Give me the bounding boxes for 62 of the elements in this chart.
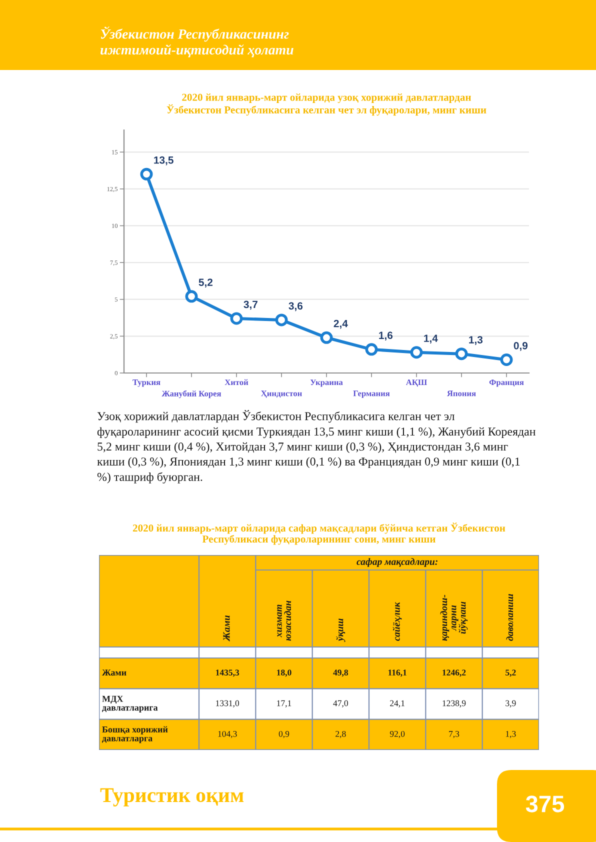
text: 92,0 xyxy=(390,730,405,738)
text: 1435,3 xyxy=(216,670,240,677)
data-label: 1,3 xyxy=(469,336,483,345)
text: 17,1 xyxy=(277,700,292,708)
chart-title: 2020 йил январь-март ойларида узоқ хорижий давлатлардан Ўзбекистон Республикасига келган чет эл фуқаролари, минг киши xyxy=(166,93,486,116)
x-tick-label: Ҳиндистон xyxy=(261,390,302,398)
text: 18,0 xyxy=(277,670,292,677)
x-tick-label: Франция xyxy=(489,380,524,387)
point xyxy=(455,348,468,360)
category-label: даволаниш xyxy=(506,594,514,641)
data-label: 3,6 xyxy=(288,302,303,312)
data-label: 3,7 xyxy=(244,300,258,310)
point xyxy=(320,331,333,344)
data-label: 5,2 xyxy=(198,278,213,288)
data-label: 0,9 xyxy=(514,342,528,351)
x-tick-label: Германия xyxy=(353,390,390,398)
category-label: МДХ давлатларига xyxy=(102,696,158,712)
text: Ўзбекистон Республикасининг xyxy=(100,26,289,42)
text: 104,3 xyxy=(218,730,237,738)
category-label: Бошқа хорижий давлатларга xyxy=(102,726,168,744)
text: 3,9 xyxy=(506,700,516,708)
x-tick-label: АҚШ xyxy=(406,380,427,387)
point xyxy=(275,314,288,326)
text: 1,3 xyxy=(506,730,516,738)
text: 7,3 xyxy=(449,730,460,738)
point xyxy=(185,290,198,303)
x-tick-label: Япония xyxy=(446,390,476,396)
point xyxy=(410,346,423,359)
text: 2,8 xyxy=(336,730,346,738)
text: 375 xyxy=(526,796,564,812)
text: 24,1 xyxy=(390,700,404,708)
text: Туристик оқим xyxy=(100,788,244,806)
text: сафар мақсадлари: xyxy=(356,558,438,567)
text: 2020 йил январь-март ойларида сафар мақсадлари бўйича кетган Ўзбекистон Республикаси фуқароларининг сони, минг киши xyxy=(132,522,506,545)
text: 116,1 xyxy=(388,670,406,677)
text: 47,0 xyxy=(333,700,348,708)
text: 49,8 xyxy=(333,670,348,677)
x-tick-label: Жанубий Корея xyxy=(162,390,222,398)
text: 1246,2 xyxy=(442,670,466,677)
data-label: 2,4 xyxy=(334,320,348,329)
x-tick-label: Туркия xyxy=(132,380,160,387)
x-tick-label: Хитой xyxy=(224,379,248,386)
category-label: Жами xyxy=(223,615,230,642)
text: ижтимоий-иқтисодий ҳолати xyxy=(100,44,294,58)
category-label: ўқиш xyxy=(336,618,346,642)
point xyxy=(230,312,243,325)
data-label: 1,6 xyxy=(379,332,393,341)
x-tick-label: Украина xyxy=(310,380,343,387)
category-label: Жами xyxy=(102,670,126,676)
text: 1331,0 xyxy=(216,700,240,708)
category-label: қариндош- ларни йўқлаш xyxy=(440,594,468,641)
category-label: хизмат юзасидан xyxy=(277,600,292,641)
data-label: 13,5 xyxy=(154,156,174,166)
text: 5,2 xyxy=(506,670,516,677)
text: 0,9 xyxy=(278,730,290,738)
text: Узоқ хорижий давлатлардан Ўзбекистон Республикасига келган чет эл фуқароларининг асосий қисми Туркиядан 13,5 минг киши (1,1 %), Жанубий Кореядан 5,2 минг киши (0,4 %), Хитойдан 3,7 минг киши (0,3 %), Ҳиндистондан 3,6 минг киши (0,3 %), Япониядан 1,3 минг киши (0,1 %) ва Франциядан 0,9 минг киши (0,1 %) ташриф буюрган. xyxy=(97,410,536,484)
category-label: сайёҳлик xyxy=(392,602,402,641)
point xyxy=(500,353,513,366)
text: 1238,9 xyxy=(442,700,466,708)
point xyxy=(365,343,378,356)
point xyxy=(140,168,153,180)
data-label: 1,4 xyxy=(424,334,438,344)
